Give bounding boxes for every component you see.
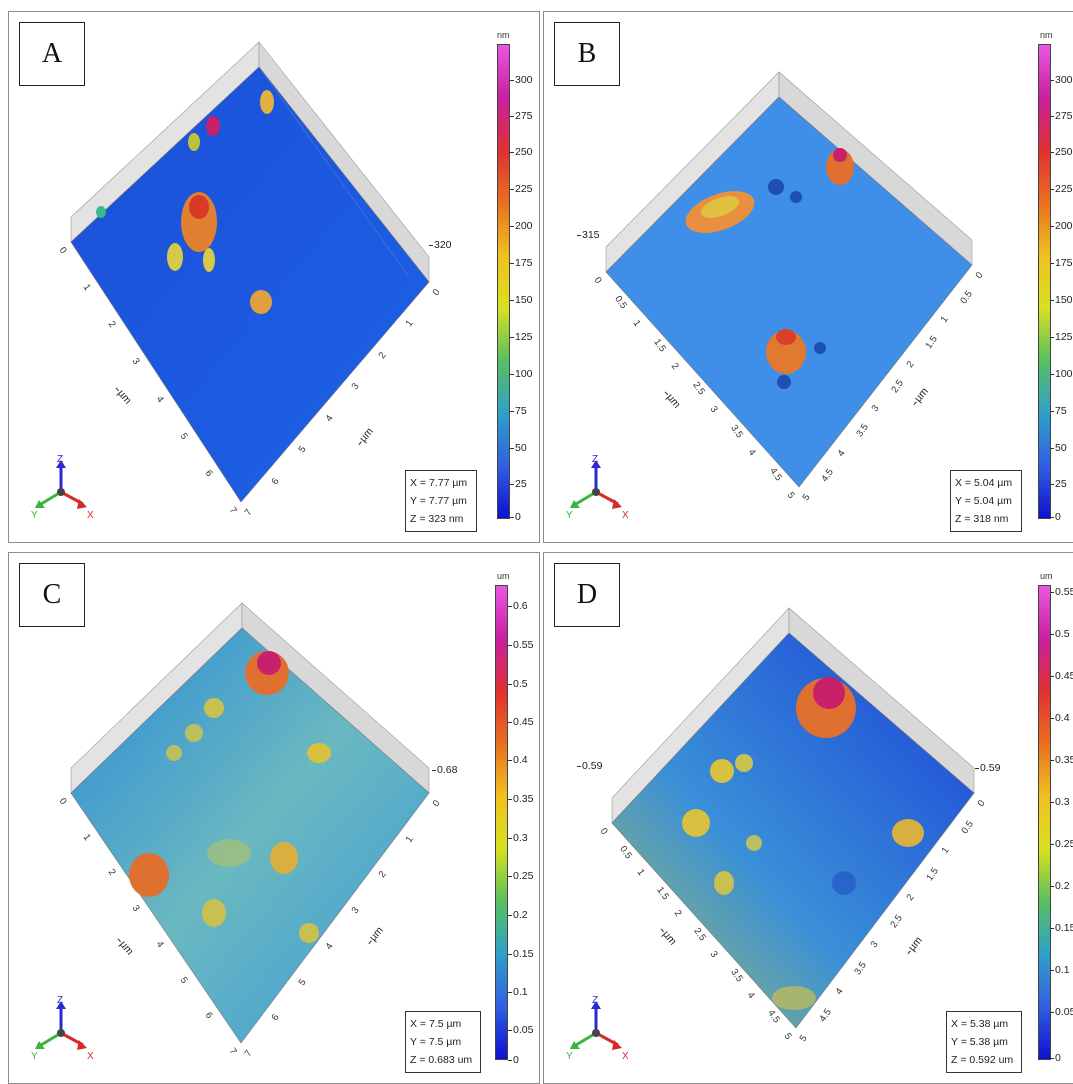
- y-axis-label: Y: [566, 1051, 573, 1062]
- panel-label: A: [19, 22, 85, 86]
- dimensions-box: X = 5.38 µm Y = 5.38 µm Z = 0.592 um: [946, 1011, 1022, 1073]
- z-max-label: 0.68: [431, 764, 458, 776]
- surface-plane: [70, 66, 430, 503]
- surface-plane: [70, 627, 430, 1044]
- dimensions-box: X = 7.77 µm Y = 7.77 µm Z = 323 nm: [405, 470, 477, 532]
- x-axis-label: X: [622, 510, 629, 521]
- dimensions-box: X = 5.04 µm Y = 5.04 µm Z = 318 nm: [950, 470, 1022, 532]
- color-scale-bar: [495, 585, 508, 1060]
- panel-c: C 0.68 µm µm X = 7.5 µm Y = 7.5 µm Z = 0.6…: [8, 552, 540, 1084]
- x-axis-label: X: [87, 1051, 94, 1062]
- surface-3d-plot: [70, 41, 430, 503]
- scale-unit: um: [497, 571, 510, 581]
- scale-unit: nm: [497, 30, 510, 40]
- y-axis-label: Y: [31, 1051, 38, 1062]
- axis-triad-icon: Z Y X: [566, 454, 629, 521]
- color-scale-bar: [1038, 585, 1051, 1060]
- panel-d: D 0.59 0.59 µm µm X = 5.38 µm Y = 5.38 µm…: [543, 552, 1073, 1084]
- dimensions-box: X = 7.5 µm Y = 7.5 µm Z = 0.683 um: [405, 1011, 481, 1073]
- color-scale-bar: [1038, 44, 1051, 519]
- z-max-label: 315: [577, 229, 600, 241]
- surface-3d-plot: [605, 71, 973, 488]
- y-axis-label: Y: [566, 510, 573, 521]
- scale-unit: um: [1040, 571, 1053, 581]
- x-axis-label: X: [87, 510, 94, 521]
- panel-b: B 315 µm µm X = 5.04 µm Y = 5.04 µm Z = 31…: [543, 11, 1073, 543]
- z-axis-label: Z: [57, 995, 63, 1006]
- z-axis-label: Z: [592, 995, 598, 1006]
- z-max-label: 320: [429, 239, 452, 251]
- axis-triad-icon: Z Y X: [31, 995, 94, 1062]
- z-axis-label: Z: [57, 454, 63, 465]
- color-scale-bar: [497, 44, 510, 519]
- panel-a: A 320 µm µm X = 7.77 µm Y = 7.77 µm Z = 32…: [8, 11, 540, 543]
- scale-unit: nm: [1040, 30, 1053, 40]
- x-axis-label: X: [622, 1051, 629, 1062]
- axis-triad-icon: Z Y X: [566, 995, 629, 1062]
- z-max-label: 0.59: [576, 760, 603, 772]
- y-axis-label: Y: [31, 510, 38, 521]
- panel-label: B: [554, 22, 620, 86]
- surface-plane: [605, 96, 973, 488]
- panel-label: C: [19, 563, 85, 627]
- axis-triad-icon: Z Y X: [31, 454, 94, 521]
- z-max-label: 0.59: [974, 762, 1001, 774]
- surface-3d-plot: [70, 602, 430, 1044]
- surface-plane: [611, 632, 975, 1029]
- z-axis-label: Z: [592, 454, 598, 465]
- surface-3d-plot: [611, 607, 975, 1029]
- panel-label: D: [554, 563, 620, 627]
